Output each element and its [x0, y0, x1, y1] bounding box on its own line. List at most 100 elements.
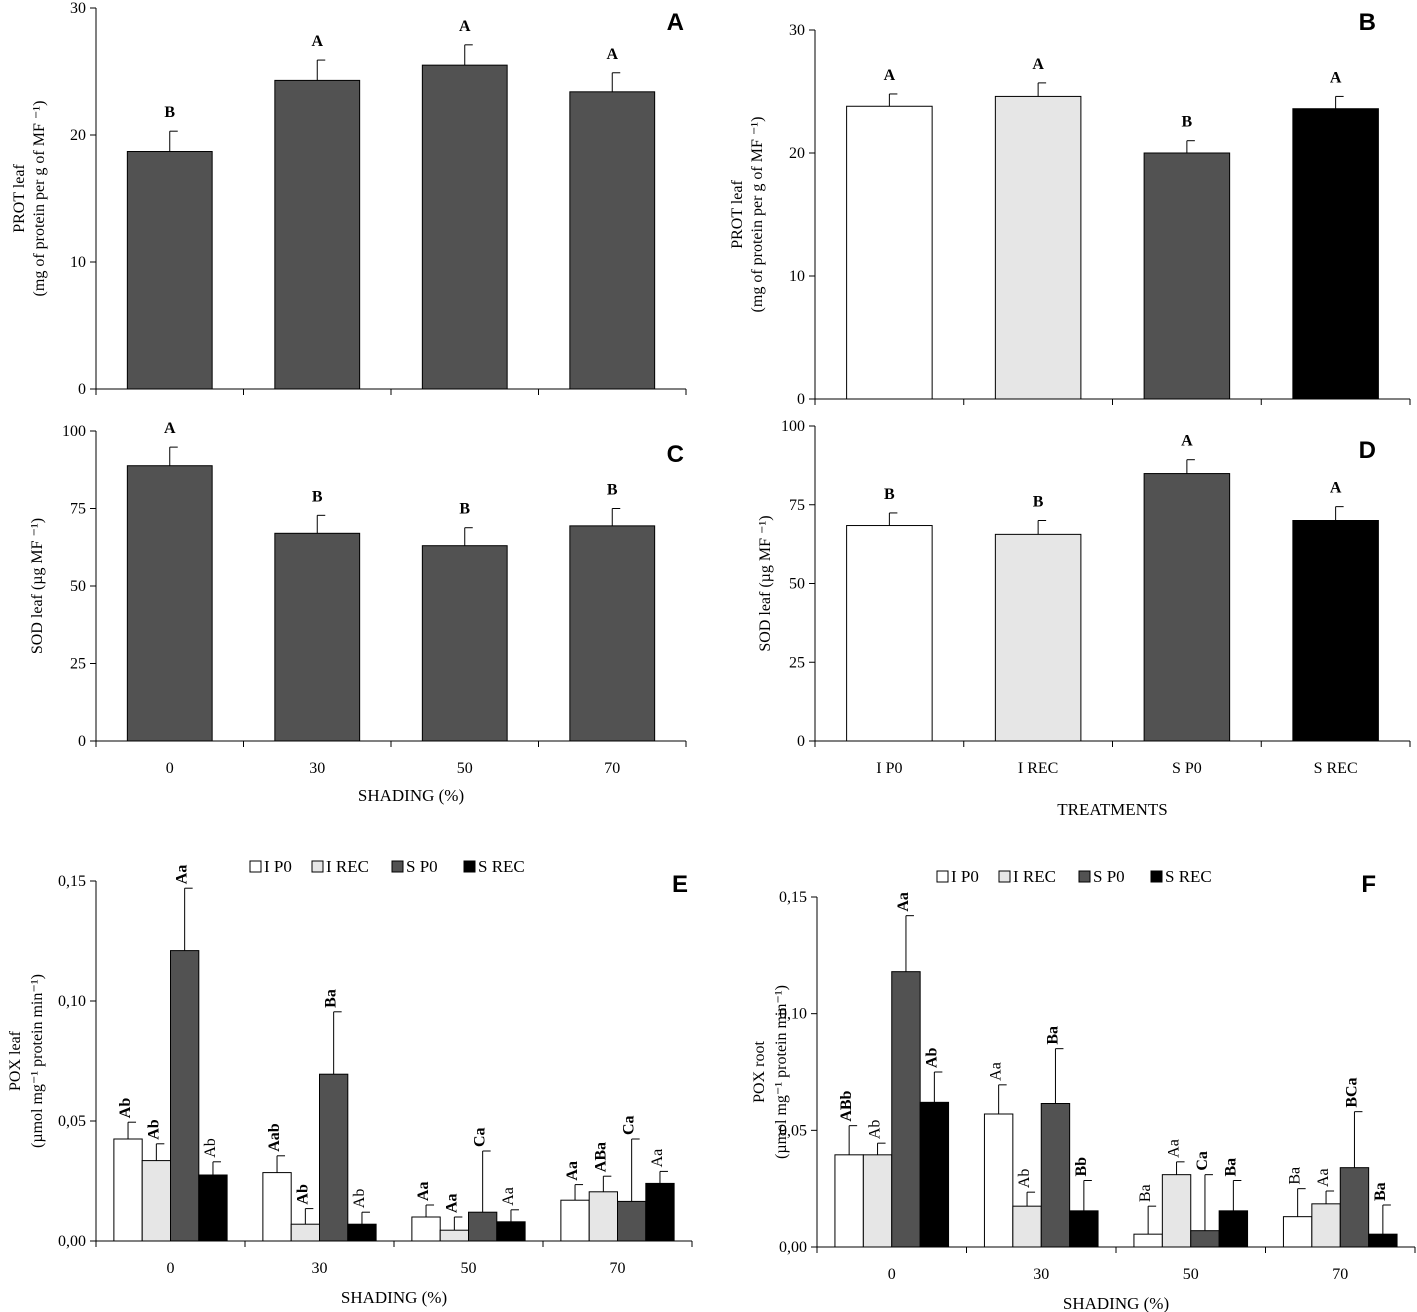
- panel-b: 0 10 20 30 PROT leaf (mg of protein per g of …: [729, 9, 1411, 408]
- significance-letter: B: [1033, 494, 1044, 511]
- bar: [1311, 1203, 1341, 1248]
- x-tick-label: 30: [309, 760, 325, 777]
- legend-swatch: [249, 860, 262, 873]
- x-tick-label: 50: [457, 760, 473, 777]
- y-tick-label: 75: [789, 497, 805, 514]
- significance-letter: Ab: [202, 1138, 219, 1158]
- bar: [411, 1216, 441, 1242]
- y-tick-label: 0,05: [779, 1122, 807, 1139]
- bar: [1218, 1210, 1249, 1248]
- panel-d: 0 25 50 75 100 I P0 I REC S P0 S REC TREATMENTS SO…: [757, 418, 1411, 819]
- significance-letter: A: [1181, 433, 1193, 450]
- significance-letter: Ab: [145, 1119, 162, 1140]
- significance-letter: Ca: [472, 1127, 489, 1147]
- significance-letter: ABb: [838, 1090, 855, 1121]
- bar: [994, 95, 1082, 400]
- significance-letter: B: [164, 104, 175, 121]
- significance-letter: Ab: [867, 1120, 884, 1140]
- x-tick-label: 70: [610, 1260, 626, 1277]
- y-axis-title: (mg of protein per g of MF ⁻¹): [31, 101, 48, 297]
- significance-letter: Aa: [988, 1062, 1005, 1081]
- bar: [994, 533, 1082, 742]
- bar: [421, 545, 508, 742]
- y-tick-label: 0: [78, 733, 86, 750]
- bar: [1292, 520, 1379, 742]
- bar: [347, 1223, 377, 1242]
- legend-swatch: [998, 870, 1011, 883]
- significance-letter: BCa: [1343, 1077, 1360, 1107]
- x-tick-label: 0: [888, 1266, 896, 1283]
- significance-letter: Aa: [500, 1187, 517, 1206]
- bar: [496, 1221, 526, 1242]
- x-axis-title: SHADING (%): [1063, 1294, 1169, 1312]
- legend-swatch: [936, 870, 949, 883]
- bar: [834, 1154, 864, 1248]
- panel-label: C: [667, 441, 684, 468]
- x-tick-label: 30: [312, 1260, 328, 1277]
- bar: [862, 1154, 893, 1248]
- legend-label: I REC: [1013, 867, 1056, 886]
- bar: [617, 1200, 647, 1242]
- y-tick-label: 0,15: [779, 889, 807, 906]
- bar: [198, 1174, 228, 1242]
- significance-letter: Ba: [1372, 1182, 1389, 1201]
- bar: [126, 151, 213, 390]
- bar: [1161, 1174, 1192, 1248]
- significance-letter: Ab: [117, 1098, 134, 1119]
- y-tick-label: 50: [70, 578, 86, 595]
- y-axis-title: POX leaf: [7, 1030, 24, 1091]
- legend-label: S P0: [406, 857, 438, 876]
- significance-letter: Ca: [621, 1115, 638, 1135]
- bar: [262, 1172, 292, 1242]
- significance-letter: A: [311, 33, 323, 50]
- y-tick-label: 50: [789, 576, 805, 593]
- bar: [468, 1211, 498, 1242]
- significance-letter: Ba: [1044, 1026, 1061, 1045]
- bar: [439, 1229, 470, 1242]
- significance-letter: A: [1330, 69, 1342, 86]
- legend-label: S P0: [1093, 867, 1125, 886]
- bar: [1339, 1167, 1370, 1248]
- significance-letter: Aa: [1315, 1168, 1332, 1187]
- significance-letter: Ab: [923, 1047, 940, 1068]
- y-axis-title: SOD leaf (µg MF ⁻¹): [757, 515, 774, 651]
- significance-letter: A: [459, 18, 471, 35]
- bar: [588, 1191, 619, 1242]
- significance-letter: A: [1032, 56, 1044, 73]
- significance-letter: Aa: [415, 1181, 432, 1201]
- legend-swatch: [391, 860, 404, 873]
- x-tick-label: I REC: [1018, 760, 1058, 777]
- y-tick-label: 0: [797, 391, 805, 408]
- panel-e: 0,00 0,05 0,10 0,15 0 30 50 70 SHADING (%) POX le…: [7, 857, 693, 1307]
- significance-letter: B: [459, 501, 470, 518]
- panel-f: 0,00 0,05 0,10 0,15 0 30 50 70 SHADING (%) POX ro…: [751, 867, 1416, 1312]
- x-axis-title: SHADING (%): [358, 786, 464, 805]
- significance-letter: B: [607, 482, 618, 499]
- x-tick-label: 0: [167, 1260, 175, 1277]
- panel-label: D: [1359, 437, 1376, 464]
- y-axis-title: SOD leaf (µg MF ⁻¹): [29, 518, 46, 654]
- panel-label: A: [667, 9, 684, 36]
- legend-label: S REC: [478, 857, 525, 876]
- bar: [274, 79, 361, 390]
- bar: [1143, 473, 1231, 742]
- y-tick-label: 25: [789, 654, 805, 671]
- significance-letter: B: [884, 486, 895, 503]
- significance-letter: Bb: [1073, 1157, 1090, 1177]
- bar: [1133, 1233, 1163, 1248]
- significance-letter: ABa: [592, 1142, 609, 1172]
- significance-letter: A: [164, 420, 176, 437]
- bar: [569, 91, 656, 390]
- y-tick-label: 0: [78, 381, 86, 398]
- bar: [1292, 108, 1379, 400]
- y-tick-label: 0,15: [58, 873, 86, 890]
- y-axis-title: (µmol mg⁻¹ protein min⁻¹): [773, 985, 790, 1159]
- x-tick-label: 70: [1332, 1266, 1348, 1283]
- bar: [919, 1101, 950, 1248]
- y-axis-title: POX root: [751, 1041, 768, 1103]
- legend-label: S REC: [1165, 867, 1212, 886]
- x-axis-title: TREATMENTS: [1057, 800, 1168, 819]
- bar: [319, 1073, 349, 1242]
- significance-letter: Aa: [895, 892, 912, 912]
